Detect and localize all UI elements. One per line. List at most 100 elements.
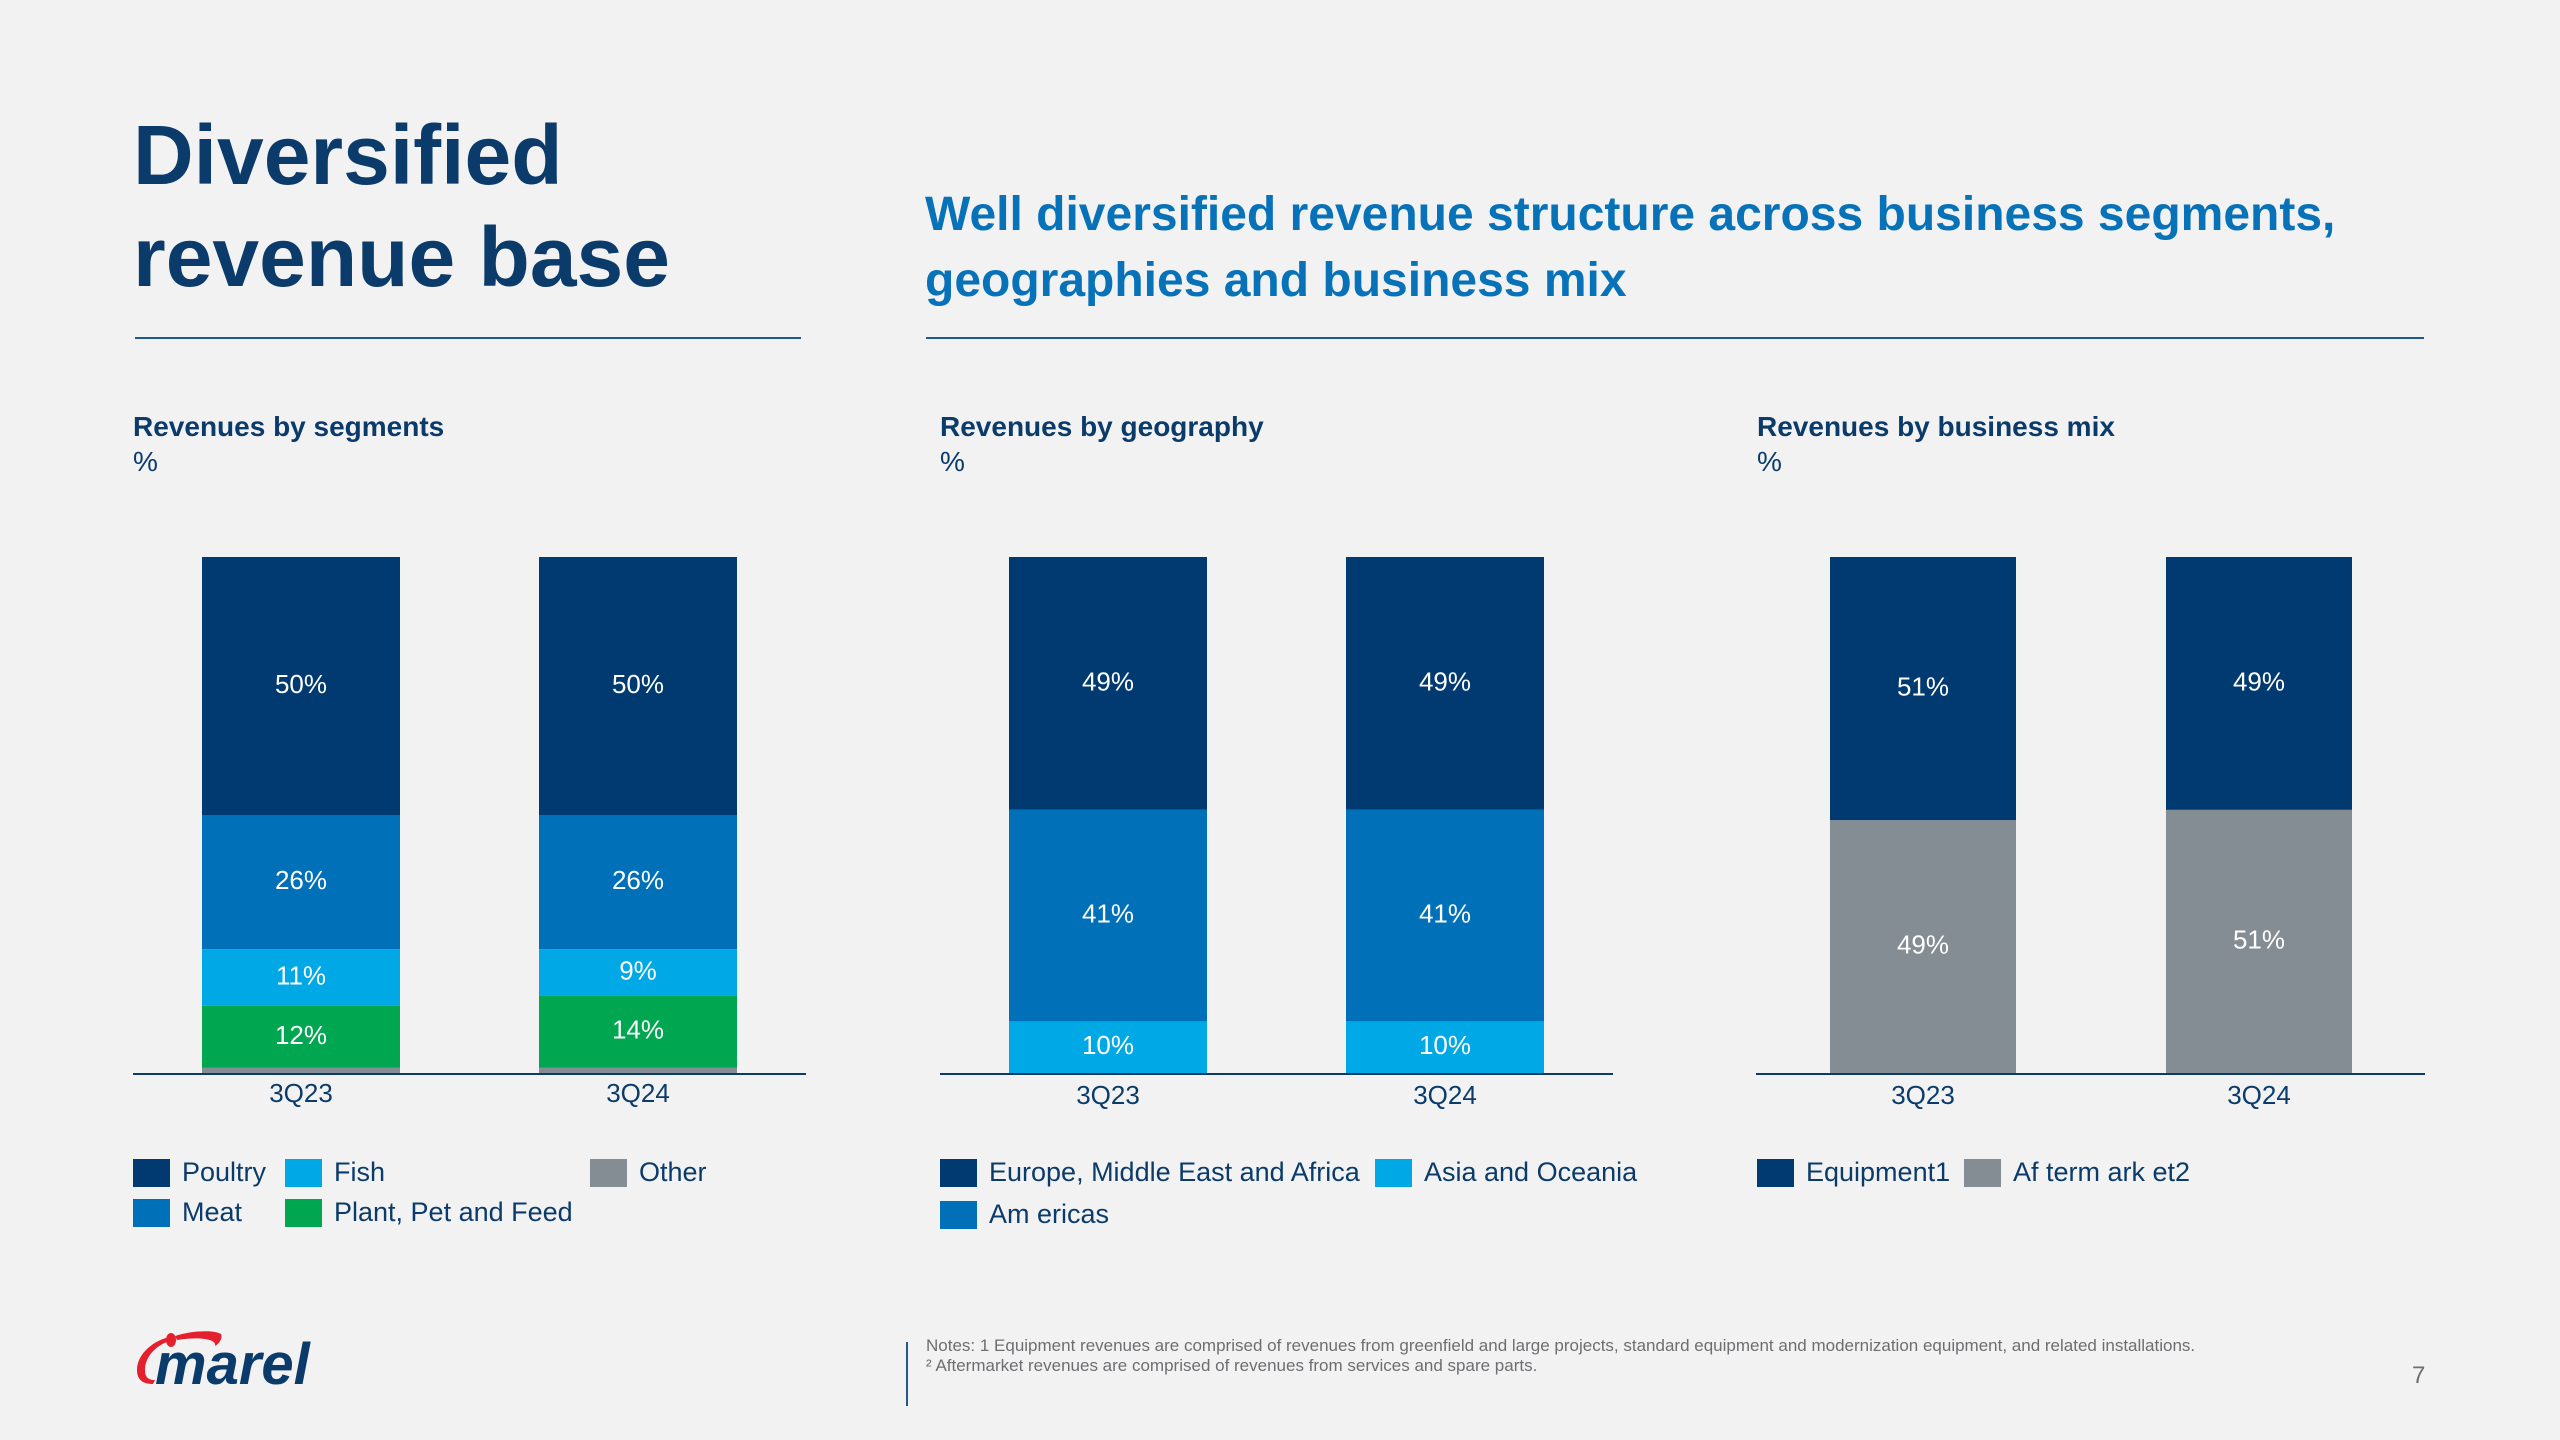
page-title-line1: Diversified (133, 108, 563, 202)
geography-bar-3Q24-asia-and-oceania (1346, 1021, 1544, 1073)
legend-label: Poultry (182, 1157, 267, 1187)
legend-item-emea: Europe, Middle East and Africa (940, 1157, 1360, 1188)
legend-label: Meat (182, 1197, 243, 1227)
segments-bar-3Q24-plant-pet-and-feed (539, 995, 737, 1068)
segments-bar-3Q24-meat (539, 815, 737, 950)
legend-item-plant-pet-feed: Plant, Pet and Feed (285, 1197, 573, 1228)
geography-bar-3Q24-europe-middle-east-and-africa (1346, 557, 1544, 810)
segments-chart-unit: % (133, 446, 158, 477)
segments-chart: 12% 11% 26% 50% 3Q23 14% 9% 26% 50% 3Q24 (133, 557, 806, 1108)
business_mix-category-label: 3Q23 (1891, 1080, 1955, 1110)
geography-data-label: 10% (1082, 1030, 1134, 1060)
geography-category-label: 3Q24 (1413, 1080, 1477, 1110)
segments-bar-3Q23-plant-pet-and-feed (202, 1005, 400, 1068)
geography-bar-3Q23-asia-and-oceania (1009, 1021, 1207, 1073)
page-title-line2: revenue base (133, 210, 670, 304)
segments-chart-title: Revenues by segments (133, 411, 445, 442)
segments-bar-3Q24-fish (539, 949, 737, 996)
geography-data-label: 49% (1082, 666, 1134, 696)
segments-bar-3Q24-other (539, 1067, 737, 1073)
legend-label: Other (639, 1157, 707, 1187)
geography-data-label: 10% (1419, 1030, 1471, 1060)
legend-item-other: Other (590, 1157, 707, 1188)
footnotes: Notes: 1 Equipment revenues are comprise… (926, 1336, 2195, 1376)
segments-bar-3Q23-meat (202, 815, 400, 950)
subtitle-divider (926, 337, 2424, 339)
legend-item-asia-oceania: Asia and Oceania (1375, 1157, 1637, 1188)
legend-swatch-emea (940, 1158, 977, 1187)
title-divider (135, 337, 801, 339)
business_mix-category-label: 3Q24 (2227, 1080, 2291, 1110)
segments-bar-3Q23-other (202, 1067, 400, 1073)
geography-bar-3Q23-am-ericas (1009, 809, 1207, 1022)
business-mix-chart: 49% 51% 3Q23 51% 49% 3Q24 (1756, 557, 2425, 1110)
page-subtitle-line1: Well diversified revenue structure acros… (925, 188, 2336, 241)
segments-category-label: 3Q23 (269, 1078, 333, 1108)
segments-data-label: 11% (276, 960, 326, 990)
geography-chart-unit: % (940, 446, 965, 477)
legend-item-americas: Am ericas (940, 1199, 1109, 1230)
business-mix-chart-title: Revenues by business mix (1757, 411, 2115, 442)
segments-bar-3Q24-poultry (539, 557, 737, 815)
business_mix-data-label: 51% (1897, 671, 1949, 701)
logo-dot (166, 1333, 176, 1347)
page-number: 7 (2412, 1362, 2426, 1389)
notes-divider (906, 1342, 908, 1406)
segments-data-label: 26% (612, 865, 664, 895)
logo-swoosh-top (175, 1331, 222, 1346)
legend-swatch-aftermarket (1964, 1158, 2001, 1187)
legend-item-fish: Fish (285, 1157, 385, 1188)
logo-wordmark: marel (155, 1332, 312, 1390)
legend-swatch-equipment (1757, 1158, 1794, 1187)
legend-label: Plant, Pet and Feed (334, 1197, 573, 1227)
legend-label: Af term ark et2 (2013, 1157, 2191, 1187)
geography-chart-title: Revenues by geography (940, 411, 1264, 442)
legend-swatch-meat (133, 1198, 170, 1227)
geography-data-label: 41% (1419, 898, 1471, 928)
business_mix-bar-3Q24-equipment1 (2166, 557, 2352, 810)
legend-item-poultry: Poultry (133, 1157, 266, 1188)
legend-swatch-plant-pet-feed (285, 1198, 322, 1227)
business_mix-data-label: 51% (2233, 924, 2285, 954)
segments-data-label: 12% (275, 1020, 327, 1050)
segments-bar-3Q23-fish (202, 949, 400, 1006)
segments-category-label: 3Q24 (606, 1078, 670, 1108)
geography-data-label: 49% (1419, 666, 1471, 696)
footnote-1: Notes: 1 Equipment revenues are comprise… (926, 1336, 2196, 1355)
geography-bar-3Q24-am-ericas (1346, 809, 1544, 1022)
segments-bar-3Q23-poultry (202, 557, 400, 815)
segments-data-label: 50% (612, 669, 664, 699)
marel-logo: marel (137, 1331, 312, 1390)
geography-category-label: 3Q23 (1076, 1080, 1140, 1110)
geography-data-label: 41% (1082, 898, 1134, 928)
legend-item-equipment: Equipment1 (1757, 1157, 1950, 1188)
geography-chart: 10% 41% 49% 3Q23 10% 41% 49% 3Q24 (940, 557, 1613, 1110)
segments-data-label: 26% (275, 865, 327, 895)
business_mix-bar-3Q23-equipment1 (1830, 557, 2016, 821)
business_mix-data-label: 49% (2233, 666, 2285, 696)
legend-swatch-asia-oceania (1375, 1158, 1412, 1187)
footnote-2: ² Aftermarket revenues are comprised of … (926, 1356, 1538, 1375)
legend-label: Fish (334, 1157, 386, 1187)
page-subtitle: Well diversified revenue structure acros… (925, 182, 2335, 314)
business-mix-chart-unit: % (1757, 446, 1782, 477)
legend-swatch-poultry (133, 1158, 170, 1187)
geography-bar-3Q23-europe-middle-east-and-africa (1009, 557, 1207, 810)
legend-label: Asia and Oceania (1424, 1157, 1638, 1187)
legend-swatch-americas (940, 1200, 977, 1229)
business_mix-data-label: 49% (1897, 929, 1949, 959)
segments-data-label: 9% (619, 955, 657, 985)
legend-swatch-fish (285, 1158, 322, 1187)
segments-data-label: 50% (275, 669, 327, 699)
legend-item-aftermarket: Af term ark et2 (1964, 1157, 2190, 1188)
legend-label: Am ericas (989, 1199, 1110, 1229)
legend-label: Equipment1 (1806, 1157, 1951, 1187)
legend-label: Europe, Middle East and Africa (989, 1157, 1360, 1187)
legend-item-meat: Meat (133, 1197, 242, 1228)
legend-swatch-other (590, 1158, 627, 1187)
business_mix-bar-3Q24-af-term-ark-et2 (2166, 809, 2352, 1073)
page-title: Diversified revenue base (133, 104, 670, 308)
segments-data-label: 14% (612, 1015, 664, 1045)
page-subtitle-line2: geographies and business mix (925, 254, 1627, 307)
